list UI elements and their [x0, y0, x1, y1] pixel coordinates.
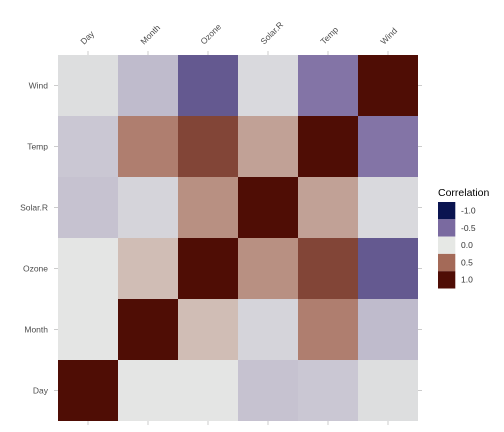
- heatmap-cell-month-solar-r: [238, 299, 298, 360]
- heatmap-cell-wind-ozone: [178, 55, 238, 116]
- heatmap-cell-solar-r-temp: [298, 177, 358, 238]
- legend-label: -1.0: [461, 206, 476, 216]
- heatmap-cell-temp-day: [58, 116, 118, 177]
- heatmap-cell-solar-r-month: [118, 177, 178, 238]
- heatmap-cell-temp-wind: [358, 116, 418, 177]
- legend-label: 0.5: [461, 257, 473, 267]
- y-tick-label: Temp: [27, 142, 48, 152]
- heatmap-cell-wind-day: [58, 55, 118, 116]
- heatmap-cells: [58, 55, 418, 421]
- heatmap-cell-wind-temp: [298, 55, 358, 116]
- heatmap-cell-temp-month: [118, 116, 178, 177]
- heatmap-cell-day-month: [118, 360, 178, 421]
- heatmap-cell-month-temp: [298, 299, 358, 360]
- heatmap-cell-month-wind: [358, 299, 418, 360]
- legend-title: Correlation: [438, 187, 490, 199]
- heatmap-cell-month-ozone: [178, 299, 238, 360]
- legend-swatch: [438, 219, 456, 237]
- y-tick-label: Day: [33, 386, 49, 396]
- y-tick-label: Wind: [29, 81, 49, 91]
- heatmap-cell-temp-ozone: [178, 116, 238, 177]
- heatmap-cell-ozone-temp: [298, 238, 358, 299]
- legend-swatch: [438, 202, 456, 220]
- heatmap-cell-solar-r-day: [58, 177, 118, 238]
- heatmap-cell-wind-month: [118, 55, 178, 116]
- legend-label: 0.0: [461, 240, 473, 250]
- x-tick-label: Wind: [378, 25, 399, 46]
- heatmap-cell-day-ozone: [178, 360, 238, 421]
- heatmap-cell-ozone-day: [58, 238, 118, 299]
- heatmap-cell-ozone-month: [118, 238, 178, 299]
- x-tick-label: Solar.R: [258, 20, 285, 47]
- heatmap-cell-solar-r-solar-r: [238, 177, 298, 238]
- legend-swatch: [438, 236, 456, 254]
- heatmap-cell-wind-wind: [358, 55, 418, 116]
- heatmap-cell-day-wind: [358, 360, 418, 421]
- heatmap-cell-day-temp: [298, 360, 358, 421]
- heatmap-cell-month-month: [118, 299, 178, 360]
- heatmap-cell-day-day: [58, 360, 118, 421]
- y-tick-label: Ozone: [23, 264, 48, 274]
- x-tick-label: Ozone: [198, 21, 223, 46]
- x-tick-label: Temp: [318, 24, 340, 46]
- heatmap-cell-ozone-ozone: [178, 238, 238, 299]
- legend-label: 1.0: [461, 275, 473, 285]
- y-axis-ticks: Wind Temp Solar.R Ozone Month Day: [20, 81, 422, 396]
- x-tick-label: Month: [138, 22, 162, 46]
- heatmap-cell-day-solar-r: [238, 360, 298, 421]
- heatmap-cell-solar-r-ozone: [178, 177, 238, 238]
- y-tick-label: Solar.R: [20, 203, 48, 213]
- y-tick-label: Month: [24, 325, 48, 335]
- heatmap-cell-wind-solar-r: [238, 55, 298, 116]
- heatmap-cell-temp-solar-r: [238, 116, 298, 177]
- legend: Correlation -1.0 -0.5 0.0 0.5 1.0: [438, 187, 490, 289]
- heatmap-cell-ozone-solar-r: [238, 238, 298, 299]
- heatmap-cell-temp-temp: [298, 116, 358, 177]
- heatmap-cell-solar-r-wind: [358, 177, 418, 238]
- heatmap-cell-ozone-wind: [358, 238, 418, 299]
- x-tick-label: Day: [78, 28, 96, 46]
- heatmap-cell-month-day: [58, 299, 118, 360]
- legend-swatch: [438, 271, 456, 289]
- legend-swatch: [438, 253, 456, 272]
- legend-label: -0.5: [461, 223, 476, 233]
